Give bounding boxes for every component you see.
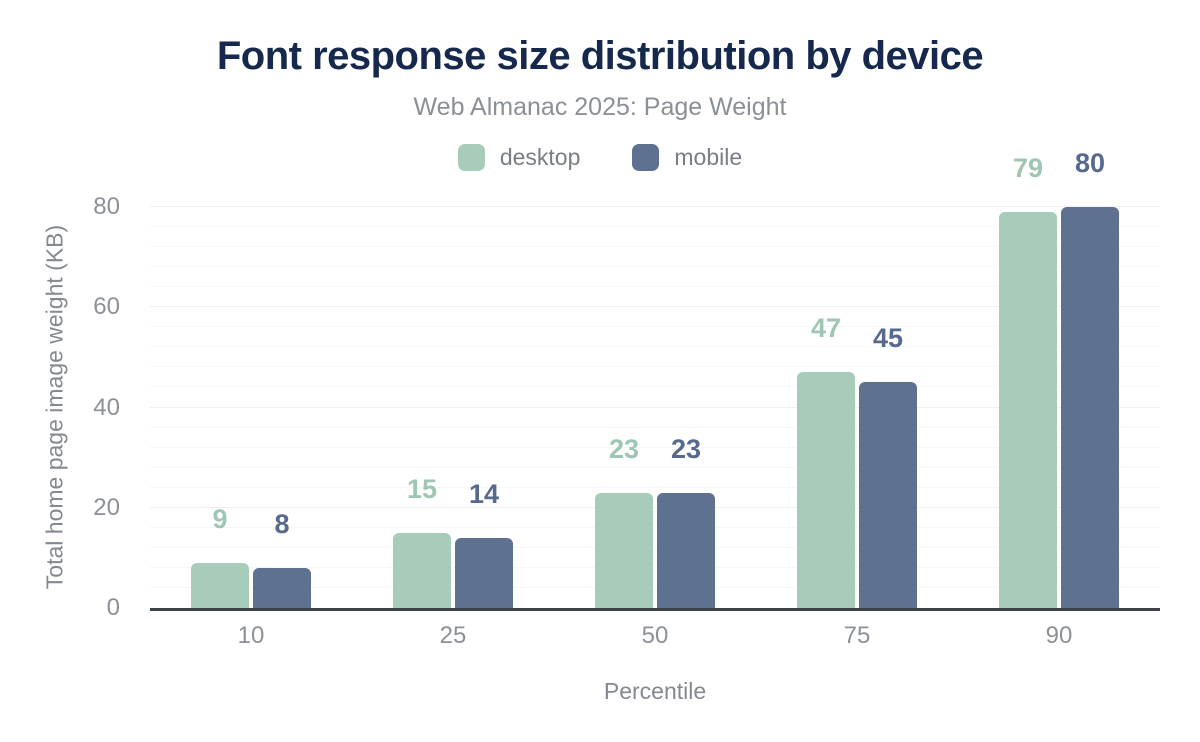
gridline bbox=[150, 286, 1160, 288]
gridline bbox=[150, 526, 1160, 528]
gridline bbox=[150, 206, 1160, 207]
gridline bbox=[150, 486, 1160, 488]
y-tick-label: 0 bbox=[106, 594, 120, 621]
bar-mobile-p90: 80 bbox=[1061, 148, 1119, 608]
gridline bbox=[150, 566, 1160, 568]
bar-desktop-p10: 9 bbox=[191, 504, 249, 608]
gridline bbox=[150, 546, 1160, 548]
legend-label-desktop: desktop bbox=[499, 144, 581, 170]
legend-item-mobile: mobile bbox=[632, 144, 742, 171]
bar-group-p90: 79 80 bbox=[958, 148, 1160, 608]
bar-group-p25: 15 14 bbox=[352, 207, 554, 608]
bar-group-p75: 47 45 bbox=[756, 207, 958, 608]
x-tick-labels: 10 25 50 75 90 bbox=[150, 622, 1160, 650]
bar-value-desktop-p10: 9 bbox=[212, 503, 228, 534]
bar-mobile-p75: 45 bbox=[859, 323, 917, 608]
y-tick-label: 20 bbox=[93, 493, 120, 521]
x-tick-label: 75 bbox=[843, 622, 871, 649]
gridline bbox=[150, 586, 1160, 588]
bar-desktop-p25: 15 bbox=[393, 474, 451, 608]
legend: desktop mobile bbox=[0, 144, 1200, 171]
gridline bbox=[150, 426, 1160, 428]
x-tick-label: 10 bbox=[237, 622, 265, 649]
bar-value-mobile-p25: 14 bbox=[468, 478, 500, 509]
bar-mobile-p50: 23 bbox=[657, 434, 715, 608]
x-tick-label: 90 bbox=[1045, 622, 1073, 649]
bar-value-mobile-p50: 23 bbox=[670, 433, 702, 464]
gridline bbox=[150, 306, 1160, 308]
bar-group-p50: 23 23 bbox=[554, 207, 756, 608]
plot-area: 9 8 15 14 23 23 47 45 79 80 bbox=[150, 148, 1160, 611]
bar-value-desktop-p50: 23 bbox=[608, 433, 640, 464]
x-tick-label: 50 bbox=[641, 622, 669, 649]
legend-label-mobile: mobile bbox=[674, 144, 743, 170]
gridline bbox=[150, 466, 1160, 468]
gridline bbox=[150, 326, 1160, 328]
bar-value-desktop-p25: 15 bbox=[406, 473, 438, 504]
y-tick-label: 80 bbox=[93, 193, 120, 220]
bar-mobile-p25: 14 bbox=[455, 479, 513, 608]
y-tick-label: 60 bbox=[93, 293, 120, 321]
bar-value-desktop-p90: 79 bbox=[1012, 153, 1044, 184]
bar-mobile-p10: 8 bbox=[253, 509, 311, 608]
gridline bbox=[150, 386, 1160, 388]
gridline bbox=[150, 446, 1160, 448]
desktop-swatch bbox=[457, 144, 485, 171]
gridline bbox=[150, 346, 1160, 348]
mobile-swatch bbox=[632, 144, 660, 171]
bar-desktop-p90: 79 bbox=[999, 153, 1057, 608]
page-subtitle: Web Almanac 2025: Page Weight bbox=[413, 93, 787, 121]
y-tick-labels: 0 20 40 60 80 bbox=[0, 193, 134, 621]
gridline bbox=[150, 266, 1160, 268]
legend-item-desktop: desktop bbox=[457, 144, 581, 171]
y-tick-label: 40 bbox=[93, 393, 120, 421]
gridline bbox=[150, 406, 1160, 408]
bar-value-mobile-p90: 80 bbox=[1074, 148, 1106, 178]
gridline bbox=[150, 506, 1160, 508]
gridline bbox=[150, 366, 1160, 368]
x-axis-title: Percentile bbox=[603, 678, 707, 704]
bar-desktop-p75: 47 bbox=[797, 313, 855, 608]
page-title: Font response size distribution by devic… bbox=[216, 34, 984, 78]
gridline bbox=[150, 226, 1160, 228]
bar-groups: 9 8 15 14 23 23 47 45 79 80 bbox=[150, 148, 1160, 608]
bar-value-desktop-p75: 47 bbox=[810, 313, 842, 344]
bar-desktop-p50: 23 bbox=[595, 434, 653, 608]
bar-value-mobile-p75: 45 bbox=[872, 323, 904, 354]
bar-value-mobile-p10: 8 bbox=[274, 508, 290, 539]
gridline bbox=[150, 246, 1160, 248]
x-tick-label: 25 bbox=[439, 622, 467, 649]
